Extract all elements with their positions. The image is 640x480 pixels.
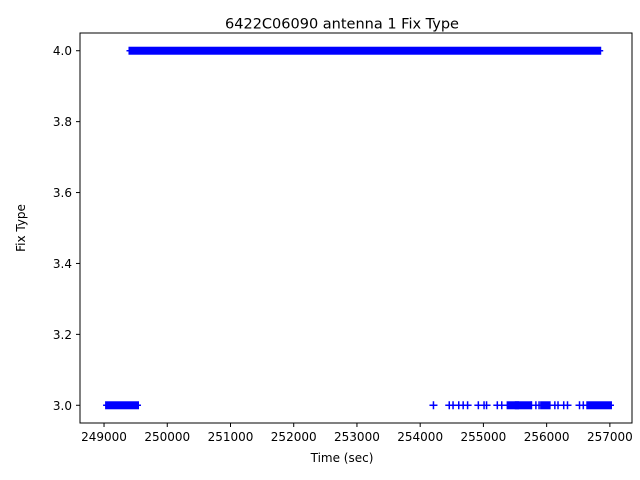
x-tick-label: 255000 xyxy=(461,430,507,444)
x-tick-label: 251000 xyxy=(208,430,254,444)
y-tick-label: 4.0 xyxy=(53,44,72,58)
fix3-point-13 xyxy=(535,401,544,410)
y-tick-label: 3.0 xyxy=(53,399,72,413)
fix3-point-0 xyxy=(429,401,438,410)
y-tick-label: 3.2 xyxy=(53,328,72,342)
fix3-point-17 xyxy=(563,401,572,410)
fix3-point-5 xyxy=(463,401,472,410)
x-tick-label: 257000 xyxy=(587,430,633,444)
x-axis-label: Time (sec) xyxy=(310,451,374,465)
fix3-point-8 xyxy=(482,401,491,410)
data-marks xyxy=(103,46,614,410)
x-tick-label: 256000 xyxy=(524,430,570,444)
fix3-point-19 xyxy=(579,401,588,410)
x-tick-label: 254000 xyxy=(397,430,443,444)
chart-title: 6422C06090 antenna 1 Fix Type xyxy=(225,17,459,33)
y-tick-label: 3.4 xyxy=(53,257,72,271)
y-tick-label: 3.6 xyxy=(53,186,72,200)
fix3-point-10 xyxy=(497,401,506,410)
plot-area-frame xyxy=(79,32,633,424)
x-tick-label: 252000 xyxy=(271,430,317,444)
axis-ticks: 249000 250000 251000 252000 253000 254000 2550… xyxy=(53,44,633,444)
x-tick-label: 249000 xyxy=(81,430,127,444)
y-tick-label: 3.8 xyxy=(53,115,72,129)
y-axis-label: Fix Type xyxy=(14,204,28,252)
x-tick-label: 253000 xyxy=(334,430,380,444)
x-tick-label: 250000 xyxy=(144,430,190,444)
